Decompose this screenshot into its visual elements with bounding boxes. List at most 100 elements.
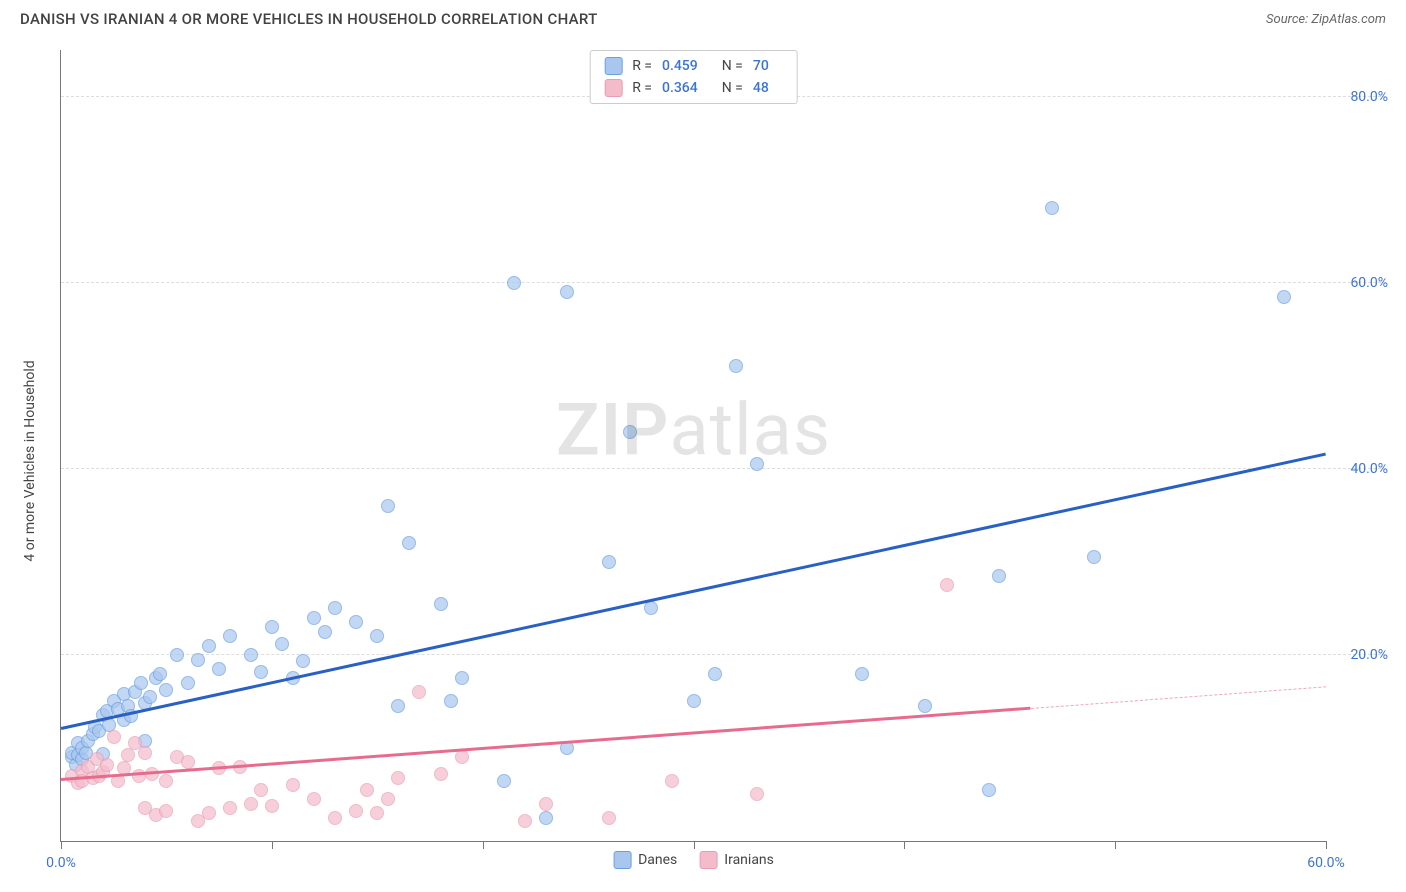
trend-line — [61, 452, 1327, 729]
legend-swatch — [604, 79, 622, 97]
scatter-point — [181, 755, 195, 769]
x-tick-label: 60.0% — [1307, 855, 1345, 871]
scatter-point — [349, 615, 363, 629]
legend-item: Danes — [613, 851, 677, 869]
scatter-point — [307, 792, 321, 806]
scatter-point — [518, 814, 532, 828]
scatter-point — [434, 767, 448, 781]
y-tick-label: 80.0% — [1350, 89, 1388, 105]
legend-r-value: 0.459 — [662, 58, 698, 74]
correlation-legend: R = 0.459 N = 70 R = 0.364 N = 48 — [589, 50, 798, 104]
chart-header: DANISH VS IRANIAN 4 OR MORE VEHICLES IN … — [0, 0, 1406, 34]
scatter-point — [296, 654, 310, 668]
scatter-point — [307, 611, 321, 625]
scatter-point — [254, 783, 268, 797]
scatter-point — [687, 694, 701, 708]
x-tick — [483, 841, 484, 849]
chart-container: 4 or more Vehicles in Household ZIPatlas… — [30, 40, 1396, 882]
x-tick — [1326, 841, 1327, 849]
scatter-point — [107, 730, 121, 744]
scatter-plot: ZIPatlas R =0.459N =70R =0.364N =48 Dane… — [60, 50, 1326, 842]
trend-line-extrapolated — [1031, 686, 1326, 709]
scatter-point — [855, 667, 869, 681]
scatter-point — [370, 806, 384, 820]
legend-label: Danes — [638, 852, 677, 868]
y-axis-title: 4 or more Vehicles in Household — [22, 360, 38, 561]
scatter-point — [391, 771, 405, 785]
scatter-point — [159, 804, 173, 818]
scatter-point — [153, 667, 167, 681]
scatter-point — [1045, 201, 1059, 215]
trend-line — [61, 707, 1031, 781]
scatter-point — [318, 625, 332, 639]
legend-swatch — [604, 57, 622, 75]
legend-row: R = 0.364 N = 48 — [604, 77, 783, 99]
scatter-point — [159, 774, 173, 788]
scatter-point — [455, 750, 469, 764]
scatter-point — [328, 811, 342, 825]
scatter-point — [434, 597, 448, 611]
legend-r-label: R = — [632, 58, 652, 74]
scatter-point — [265, 799, 279, 813]
scatter-point — [191, 653, 205, 667]
scatter-point — [223, 629, 237, 643]
x-tick-label: 0.0% — [46, 855, 76, 871]
chart-title: DANISH VS IRANIAN 4 OR MORE VEHICLES IN … — [20, 10, 598, 28]
scatter-point — [665, 774, 679, 788]
scatter-point — [181, 676, 195, 690]
scatter-point — [708, 667, 722, 681]
scatter-point — [560, 285, 574, 299]
legend-n-value: 48 — [753, 80, 769, 96]
gridline — [61, 654, 1386, 655]
series-legend: Danes Iranians — [613, 851, 774, 869]
scatter-point — [750, 457, 764, 471]
scatter-point — [497, 774, 511, 788]
scatter-point — [602, 555, 616, 569]
gridline — [61, 282, 1386, 283]
scatter-point — [412, 685, 426, 699]
legend-r-value: 0.364 — [662, 80, 698, 96]
scatter-point — [286, 778, 300, 792]
scatter-point — [444, 694, 458, 708]
watermark: ZIPatlas — [556, 387, 831, 472]
scatter-point — [265, 620, 279, 634]
scatter-point — [121, 748, 135, 762]
scatter-point — [539, 811, 553, 825]
scatter-point — [370, 629, 384, 643]
scatter-point — [159, 683, 173, 697]
y-tick-label: 40.0% — [1350, 461, 1388, 477]
scatter-point — [402, 536, 416, 550]
x-tick — [61, 841, 62, 849]
scatter-point — [455, 671, 469, 685]
legend-n-label: N = — [722, 80, 743, 96]
scatter-point — [982, 783, 996, 797]
scatter-point — [100, 758, 114, 772]
scatter-point — [644, 601, 658, 615]
scatter-point — [1087, 550, 1101, 564]
x-tick — [694, 841, 695, 849]
scatter-point — [275, 637, 289, 651]
legend-item: Iranians — [699, 851, 774, 869]
legend-n-label: N = — [722, 58, 743, 74]
x-tick — [272, 841, 273, 849]
scatter-point — [539, 797, 553, 811]
scatter-point — [729, 359, 743, 373]
scatter-point — [940, 578, 954, 592]
scatter-point — [138, 746, 152, 760]
source-attribution: Source: ZipAtlas.com — [1266, 12, 1386, 27]
y-tick-label: 20.0% — [1350, 647, 1388, 663]
scatter-point — [170, 648, 184, 662]
scatter-point — [254, 665, 268, 679]
scatter-point — [1277, 290, 1291, 304]
scatter-point — [134, 676, 148, 690]
legend-swatch — [699, 851, 717, 869]
scatter-point — [918, 699, 932, 713]
scatter-point — [381, 499, 395, 513]
scatter-point — [244, 797, 258, 811]
legend-n-value: 70 — [753, 58, 769, 74]
scatter-point — [244, 648, 258, 662]
x-tick — [1115, 841, 1116, 849]
y-tick-label: 60.0% — [1350, 275, 1388, 291]
legend-r-label: R = — [632, 80, 652, 96]
scatter-point — [381, 792, 395, 806]
